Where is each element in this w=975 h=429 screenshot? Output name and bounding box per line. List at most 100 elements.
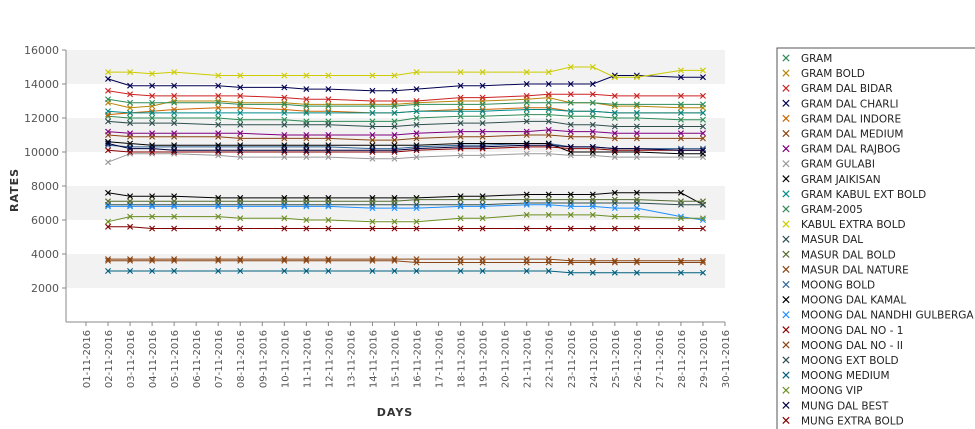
- series-line: [107, 143, 703, 151]
- data-point: [237, 116, 244, 123]
- data-point: [303, 121, 310, 128]
- data-point: [699, 67, 706, 74]
- legend-marker: [782, 280, 790, 289]
- data-point: [215, 130, 222, 137]
- grid-band: [66, 50, 725, 84]
- data-point: [479, 143, 486, 150]
- x-tick-label: 05-11-2016: [170, 330, 181, 388]
- data-point: [215, 203, 222, 210]
- data-point: [589, 113, 596, 120]
- data-point: [545, 225, 552, 232]
- data-point: [303, 147, 310, 154]
- series: [105, 196, 706, 205]
- x-tick-label: 09-11-2016: [258, 330, 269, 388]
- data-point: [589, 203, 596, 210]
- data-point: [633, 135, 640, 142]
- data-point: [479, 101, 486, 108]
- data-point: [413, 205, 420, 212]
- data-point: [171, 82, 178, 89]
- series: [105, 118, 706, 130]
- data-point: [237, 121, 244, 128]
- data-point: [215, 256, 222, 263]
- data-point: [457, 69, 464, 76]
- y-tick-label: 6000: [31, 214, 59, 227]
- legend-item: GRAM KABUL EXT BOLD: [782, 189, 926, 201]
- data-point: [149, 130, 156, 137]
- data-point: [105, 147, 112, 154]
- data-point: [677, 92, 684, 99]
- data-point: [215, 213, 222, 220]
- x-tick-label: 21-11-2016: [523, 330, 534, 388]
- data-point: [369, 142, 376, 149]
- y-tick-label: 4000: [31, 248, 59, 261]
- legend-marker: [782, 250, 790, 258]
- data-point: [391, 198, 398, 205]
- data-point: [149, 92, 156, 99]
- data-point: [237, 256, 244, 263]
- y-tick-label: 2000: [31, 282, 59, 295]
- data-point: [391, 72, 398, 79]
- data-point: [413, 145, 420, 152]
- data-point: [413, 121, 420, 128]
- data-point: [413, 130, 420, 137]
- data-point: [325, 121, 332, 128]
- data-point: [215, 142, 222, 149]
- series-line: [107, 134, 703, 141]
- data-point: [413, 101, 420, 108]
- data-point: [677, 257, 684, 264]
- data-point: [523, 118, 530, 125]
- data-point: [457, 120, 464, 127]
- series-line: [107, 141, 703, 155]
- data-point: [611, 196, 618, 203]
- data-point: [567, 99, 574, 106]
- series-line: [107, 98, 703, 107]
- x-tick-label: 25-11-2016: [611, 330, 622, 388]
- data-point: [611, 257, 618, 264]
- data-point: [325, 203, 332, 210]
- data-point: [325, 132, 332, 138]
- series: [105, 211, 706, 225]
- data-point: [633, 269, 640, 276]
- data-point: [303, 203, 310, 210]
- x-tick-label: 14-11-2016: [368, 330, 379, 388]
- legend-label: GRAM DAL CHARLI: [801, 98, 899, 110]
- data-point: [215, 99, 222, 106]
- data-point: [611, 109, 618, 116]
- data-point: [545, 201, 552, 208]
- legend-item: MASUR DAL: [782, 234, 863, 246]
- data-point: [391, 142, 398, 149]
- data-point: [457, 94, 464, 101]
- legend-marker: [782, 265, 790, 274]
- data-point: [633, 154, 640, 161]
- x-tick-label: 11-11-2016: [302, 330, 313, 388]
- data-point: [589, 225, 596, 232]
- data-point: [567, 143, 574, 150]
- data-point: [215, 72, 222, 79]
- data-point: [391, 147, 398, 154]
- data-point: [699, 269, 706, 276]
- legend-label: MOONG DAL NANDHI GULBERGA: [801, 310, 974, 322]
- data-point: [677, 135, 684, 142]
- legend-item: GRAM DAL RAJBOG: [782, 144, 900, 156]
- legend-item: GRAM JAIKISAN: [782, 174, 881, 186]
- data-point: [479, 268, 486, 274]
- data-point: [281, 215, 288, 222]
- data-point: [391, 118, 398, 125]
- data-point: [171, 193, 178, 200]
- data-point: [105, 96, 112, 103]
- data-point: [391, 256, 398, 263]
- legend-label: MUNG EXTRA BOLD: [801, 415, 904, 427]
- data-point: [171, 130, 178, 137]
- data-point: [127, 145, 134, 152]
- series: [105, 72, 706, 94]
- data-point: [633, 74, 640, 81]
- data-point: [281, 198, 288, 205]
- data-point: [369, 218, 376, 225]
- data-point: [699, 135, 706, 142]
- series: [105, 256, 706, 264]
- data-point: [215, 82, 222, 89]
- series-line: [107, 90, 703, 102]
- series: [105, 126, 706, 138]
- data-point: [523, 142, 530, 149]
- legend-item: GRAM GULABI: [782, 159, 875, 171]
